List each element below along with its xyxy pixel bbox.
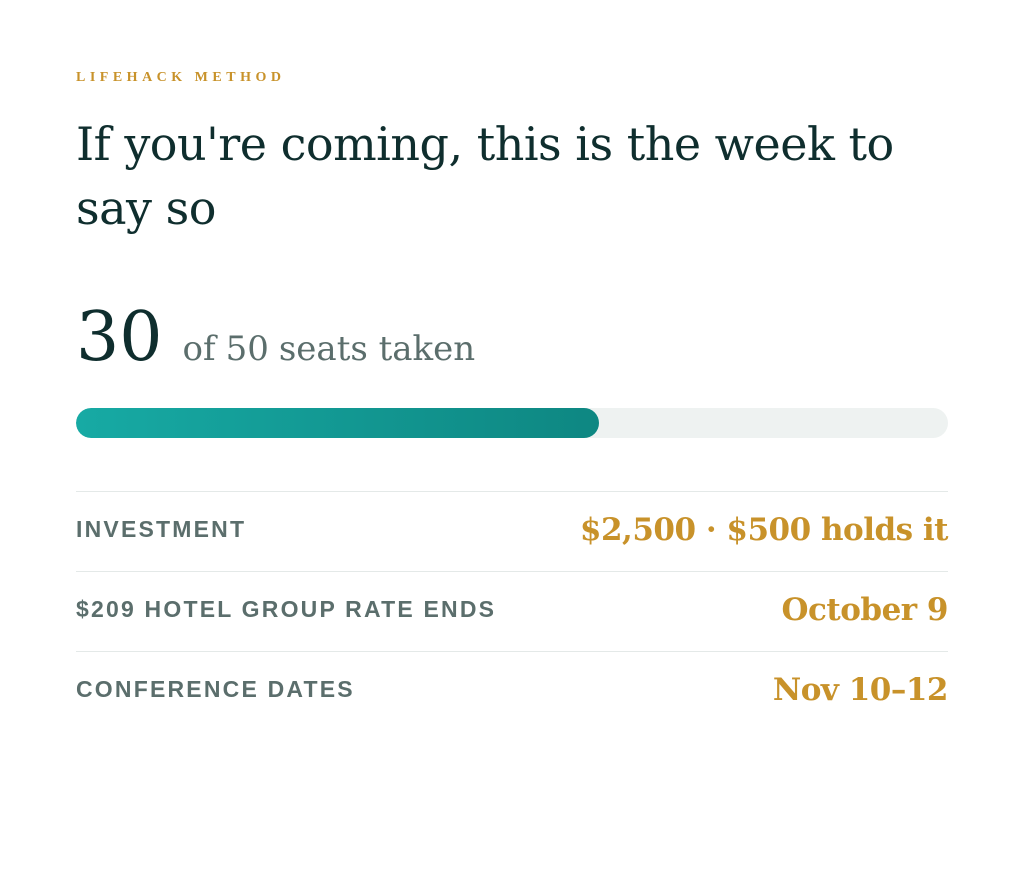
detail-row: CONFERENCE DATES Nov 10–12 [76, 651, 949, 731]
detail-label: INVESTMENT [76, 516, 247, 542]
seats-total: 50 [225, 329, 269, 369]
detail-row: $209 HOTEL GROUP RATE ENDS October 9 [76, 571, 949, 651]
detail-label: $209 HOTEL GROUP RATE ENDS [76, 596, 497, 622]
detail-value: Nov 10–12 [772, 672, 949, 708]
detail-row: INVESTMENT $2,500 · $500 holds it [76, 491, 949, 571]
eyebrow: LIFEHACK METHOD [76, 70, 286, 85]
detail-value: $2,500 · $500 holds it [579, 512, 949, 548]
headline: If you're coming, this is the week to sa… [76, 117, 894, 235]
details: INVESTMENT $2,500 · $500 holds it $209 HOT… [76, 491, 949, 731]
seats-suffix: seats taken [278, 329, 476, 369]
seats-taken: 30 [76, 298, 163, 377]
seat-count: 30 of 50 seats taken [76, 298, 475, 377]
progress-track [76, 408, 948, 438]
progress-fill [76, 408, 600, 438]
detail-value: October 9 [781, 592, 949, 628]
detail-label: CONFERENCE DATES [76, 676, 355, 702]
seats-prefix: of [182, 329, 216, 369]
